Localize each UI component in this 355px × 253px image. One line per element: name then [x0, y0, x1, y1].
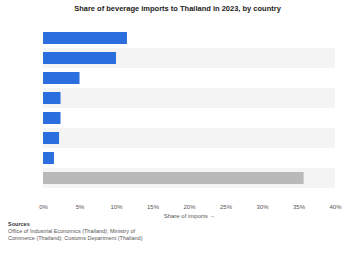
svg-text:10%: 10%: [110, 204, 123, 210]
svg-text:25%: 25%: [220, 204, 233, 210]
svg-text:Share of imports →: Share of imports →: [164, 213, 216, 219]
svg-text:20%: 20%: [183, 204, 196, 210]
html-text:Office of Industrial Economics: Office of Industrial Economics (Thailand…: [8, 228, 143, 241]
html-text:Sources: Sources: [8, 221, 30, 227]
svg-text:30%: 30%: [256, 204, 269, 210]
svg-text:5%: 5%: [76, 204, 85, 210]
html-text:Share of beverage imports to T: Share of beverage imports to Thailand in…: [74, 4, 281, 13]
svg-text:15%: 15%: [147, 204, 160, 210]
svg-text:0%: 0%: [39, 204, 48, 210]
svg-text:35%: 35%: [293, 204, 306, 210]
svg-text:40%: 40%: [329, 204, 342, 210]
